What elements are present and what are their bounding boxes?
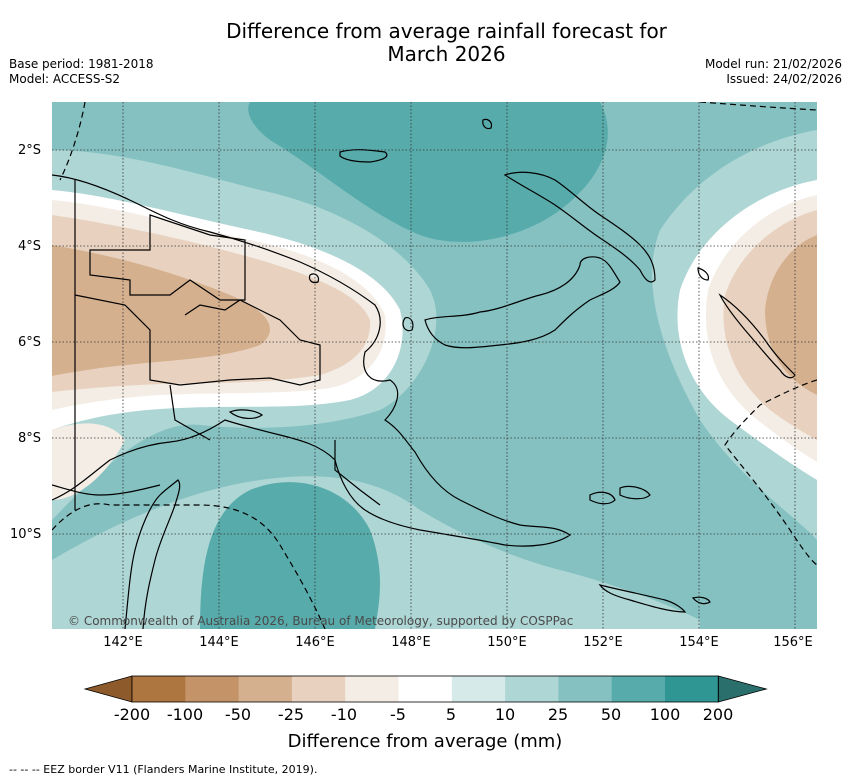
- lon-label: 156°E: [773, 635, 813, 650]
- lon-label: 152°E: [583, 635, 623, 650]
- model-name: Model: ACCESS-S2: [9, 72, 121, 86]
- lon-label: 150°E: [487, 635, 527, 650]
- lon-label: 144°E: [199, 635, 239, 650]
- model-run: Model run: 21/02/2026: [704, 57, 842, 71]
- colorbar-tick-label: -5: [390, 705, 406, 724]
- lat-label: 8°S: [18, 431, 42, 446]
- colorbar-tick-label: -100: [166, 705, 204, 724]
- colorbar-swatch: [398, 676, 453, 702]
- colorbar-swatch: [505, 676, 559, 702]
- colorbar-tick-label: 10: [494, 705, 516, 724]
- colorbar-tick-label: 50: [600, 705, 622, 724]
- lon-label: 142°E: [103, 635, 143, 650]
- colorbar-tick-label: -50: [224, 705, 252, 724]
- contour-tan-1-southwest: [52, 423, 125, 500]
- colorbar-swatch: [611, 676, 666, 702]
- title-line-1: Difference from average rainfall forecas…: [226, 19, 667, 43]
- colorbar-swatch: [238, 676, 293, 702]
- contour-dark-south: [200, 482, 380, 629]
- colorbar-tick-label: -200: [113, 705, 151, 724]
- title-line-2: March 2026: [387, 42, 506, 66]
- colorbar-extend-high: [717, 675, 768, 703]
- colorbar-tick-label: 200: [702, 705, 734, 724]
- colorbar-swatch: [345, 676, 399, 702]
- eez-footnote: -- -- -- EEZ border V11 (Flanders Marine…: [9, 763, 318, 776]
- contour-dark-north: [248, 102, 608, 242]
- copyright-notice: © Commonwealth of Australia 2026, Bureau…: [68, 614, 574, 628]
- lon-label: 146°E: [295, 635, 335, 650]
- lat-label: 10°S: [10, 527, 42, 542]
- meta-right: Model run: 21/02/2026 Issued: 24/02/2026: [705, 57, 842, 87]
- meta-left: Base period: 1981-2018 Model: ACCESS-S2: [9, 57, 154, 87]
- colorbar-tick-label: 100: [649, 705, 681, 724]
- lon-label: 154°E: [679, 635, 719, 650]
- colorbar-tick-label: -25: [277, 705, 305, 724]
- map-area: [52, 102, 817, 629]
- colorbar-extend-low: [83, 675, 133, 703]
- colorbar-swatch: [451, 676, 506, 702]
- chart-title: Difference from average rainfall forecas…: [0, 20, 850, 66]
- colorbar-title: Difference from average (mm): [287, 731, 563, 752]
- colorbar-border: [131, 675, 719, 703]
- lat-label: 6°S: [18, 335, 42, 350]
- colorbar-tick-label: 25: [547, 705, 569, 724]
- contour-tan-3-west: [52, 245, 270, 376]
- issued-date: Issued: 24/02/2026: [726, 72, 842, 86]
- colorbar-swatch: [185, 676, 240, 702]
- colorbar-swatch: [665, 676, 719, 702]
- eez-borders: [52, 102, 817, 629]
- colorbar-tick-label: 5: [445, 705, 457, 724]
- colorbar-swatch: [132, 676, 186, 702]
- colorbar-swatch: [291, 676, 346, 702]
- base-period: Base period: 1981-2018: [9, 57, 154, 71]
- gridlines: [52, 102, 817, 629]
- colorbar-tick-label: -10: [330, 705, 358, 724]
- lat-label: 4°S: [18, 239, 42, 254]
- colorbar-swatch: [558, 676, 613, 702]
- lat-label: 2°S: [18, 143, 42, 158]
- colorbar: [83, 675, 768, 703]
- coastlines: [52, 118, 796, 629]
- lon-label: 148°E: [391, 635, 431, 650]
- contour-tan-3-east: [765, 235, 817, 395]
